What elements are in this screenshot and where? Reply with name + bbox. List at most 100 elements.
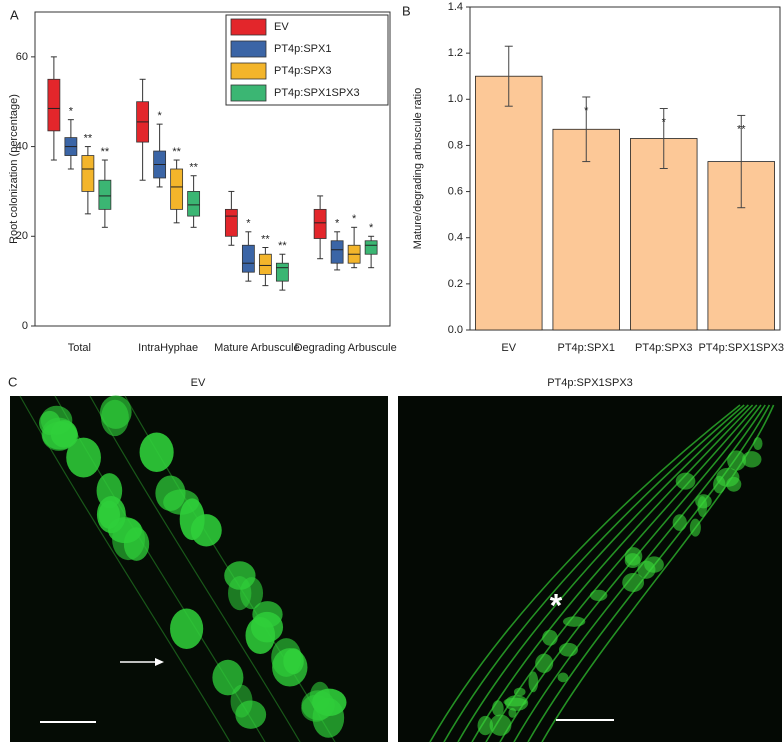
box [313, 208, 327, 239]
arbuscule [163, 489, 200, 515]
arbuscule [557, 672, 569, 683]
hypha [541, 404, 775, 743]
significance: * [335, 218, 340, 230]
micrograph: * [398, 396, 782, 743]
arbuscule [622, 572, 645, 593]
arbuscule [528, 671, 539, 693]
box [81, 155, 95, 192]
box [98, 179, 112, 210]
significance: ** [84, 132, 93, 144]
box [364, 240, 378, 255]
arbuscule [66, 437, 101, 478]
arbuscule [558, 642, 579, 657]
y-tick-label: 1.0 [448, 93, 463, 105]
arbuscule [742, 451, 762, 468]
x-tick-label: PT4p:SPX1 [558, 342, 615, 354]
significance: ** [278, 240, 287, 252]
legend-swatch [230, 84, 267, 102]
legend-label: EV [274, 21, 289, 33]
arbuscule [644, 556, 664, 573]
x-tick-label: PT4p:SPX3 [635, 342, 692, 354]
significance: * [157, 110, 162, 122]
arbuscule [513, 687, 526, 697]
root-wall [89, 395, 301, 743]
x-tick-label: IntraHyphae [138, 342, 198, 354]
box [47, 78, 61, 132]
box [187, 191, 201, 217]
y-axis-label: Mature/degrading arbuscule ratio [412, 88, 424, 249]
panel-label: A [10, 7, 19, 22]
significance: * [352, 213, 357, 225]
arbuscule [170, 608, 204, 650]
arbuscule [301, 694, 331, 722]
legend-label: PT4p:SPX1SPX3 [274, 87, 360, 99]
arbuscule [503, 697, 527, 707]
arbuscule [492, 700, 504, 717]
legend-swatch [230, 62, 267, 80]
box [241, 244, 255, 273]
arrow-head [155, 658, 164, 666]
arbuscule [727, 450, 747, 471]
legend-label: PT4p:SPX3 [274, 65, 331, 77]
y-tick-label: 20 [16, 230, 28, 242]
box [275, 262, 289, 282]
arbuscule [489, 714, 512, 736]
bar [475, 75, 543, 331]
arbuscule [713, 475, 726, 494]
x-tick-label: Degrading Arbuscule [295, 342, 397, 354]
arbuscule [112, 518, 145, 561]
significance: * [662, 116, 667, 128]
arbuscule [98, 500, 121, 529]
arbuscule [477, 715, 494, 736]
arbuscule [697, 496, 708, 517]
micrograph [10, 395, 388, 743]
image-title: EV [191, 377, 206, 389]
hypha [429, 404, 741, 743]
y-tick-label: 60 [16, 51, 28, 63]
significance: * [246, 218, 251, 230]
x-tick-label: PT4p:SPX1SPX3 [698, 342, 784, 354]
y-tick-label: 0.2 [448, 278, 463, 290]
arbuscule [101, 399, 129, 437]
y-tick-label: 1.4 [448, 1, 463, 13]
plot-frame [34, 11, 391, 327]
panel-label: C [8, 374, 17, 389]
arbuscule [96, 473, 123, 509]
arbuscule [272, 648, 308, 687]
y-tick-label: 1.2 [448, 47, 463, 59]
arbuscule [245, 616, 276, 655]
box [330, 240, 344, 264]
y-axis-label: Root colonization (percentage) [8, 94, 20, 244]
arbuscule [672, 514, 687, 531]
y-tick-label: 0.8 [448, 139, 463, 151]
arbuscule [240, 577, 264, 610]
significance: * [369, 222, 374, 234]
hypha [457, 404, 749, 743]
arbuscule [589, 589, 608, 602]
significance: ** [261, 233, 270, 245]
arbuscule [139, 432, 174, 472]
hypha [471, 404, 754, 743]
x-tick-label: EV [501, 342, 516, 354]
x-tick-label: Total [68, 342, 91, 354]
image-marker: * [550, 587, 563, 623]
box [258, 253, 272, 275]
significance: ** [737, 123, 746, 135]
x-tick-label: Mature Arbuscule [214, 342, 300, 354]
box [224, 208, 238, 237]
box [170, 168, 184, 210]
arbuscule [689, 518, 701, 537]
legend-label: PT4p:SPX1 [274, 43, 331, 55]
legend-swatch [230, 40, 267, 58]
image-title: PT4p:SPX1SPX3 [547, 377, 633, 389]
y-tick-label: 0 [22, 320, 28, 332]
arbuscule [624, 547, 643, 566]
arbuscule [235, 700, 267, 729]
arbuscule [562, 616, 586, 627]
arbuscule [753, 437, 763, 450]
significance: ** [101, 146, 110, 158]
y-tick-label: 0.6 [448, 185, 463, 197]
y-tick-label: 0.0 [448, 324, 463, 336]
arbuscule [542, 629, 558, 646]
